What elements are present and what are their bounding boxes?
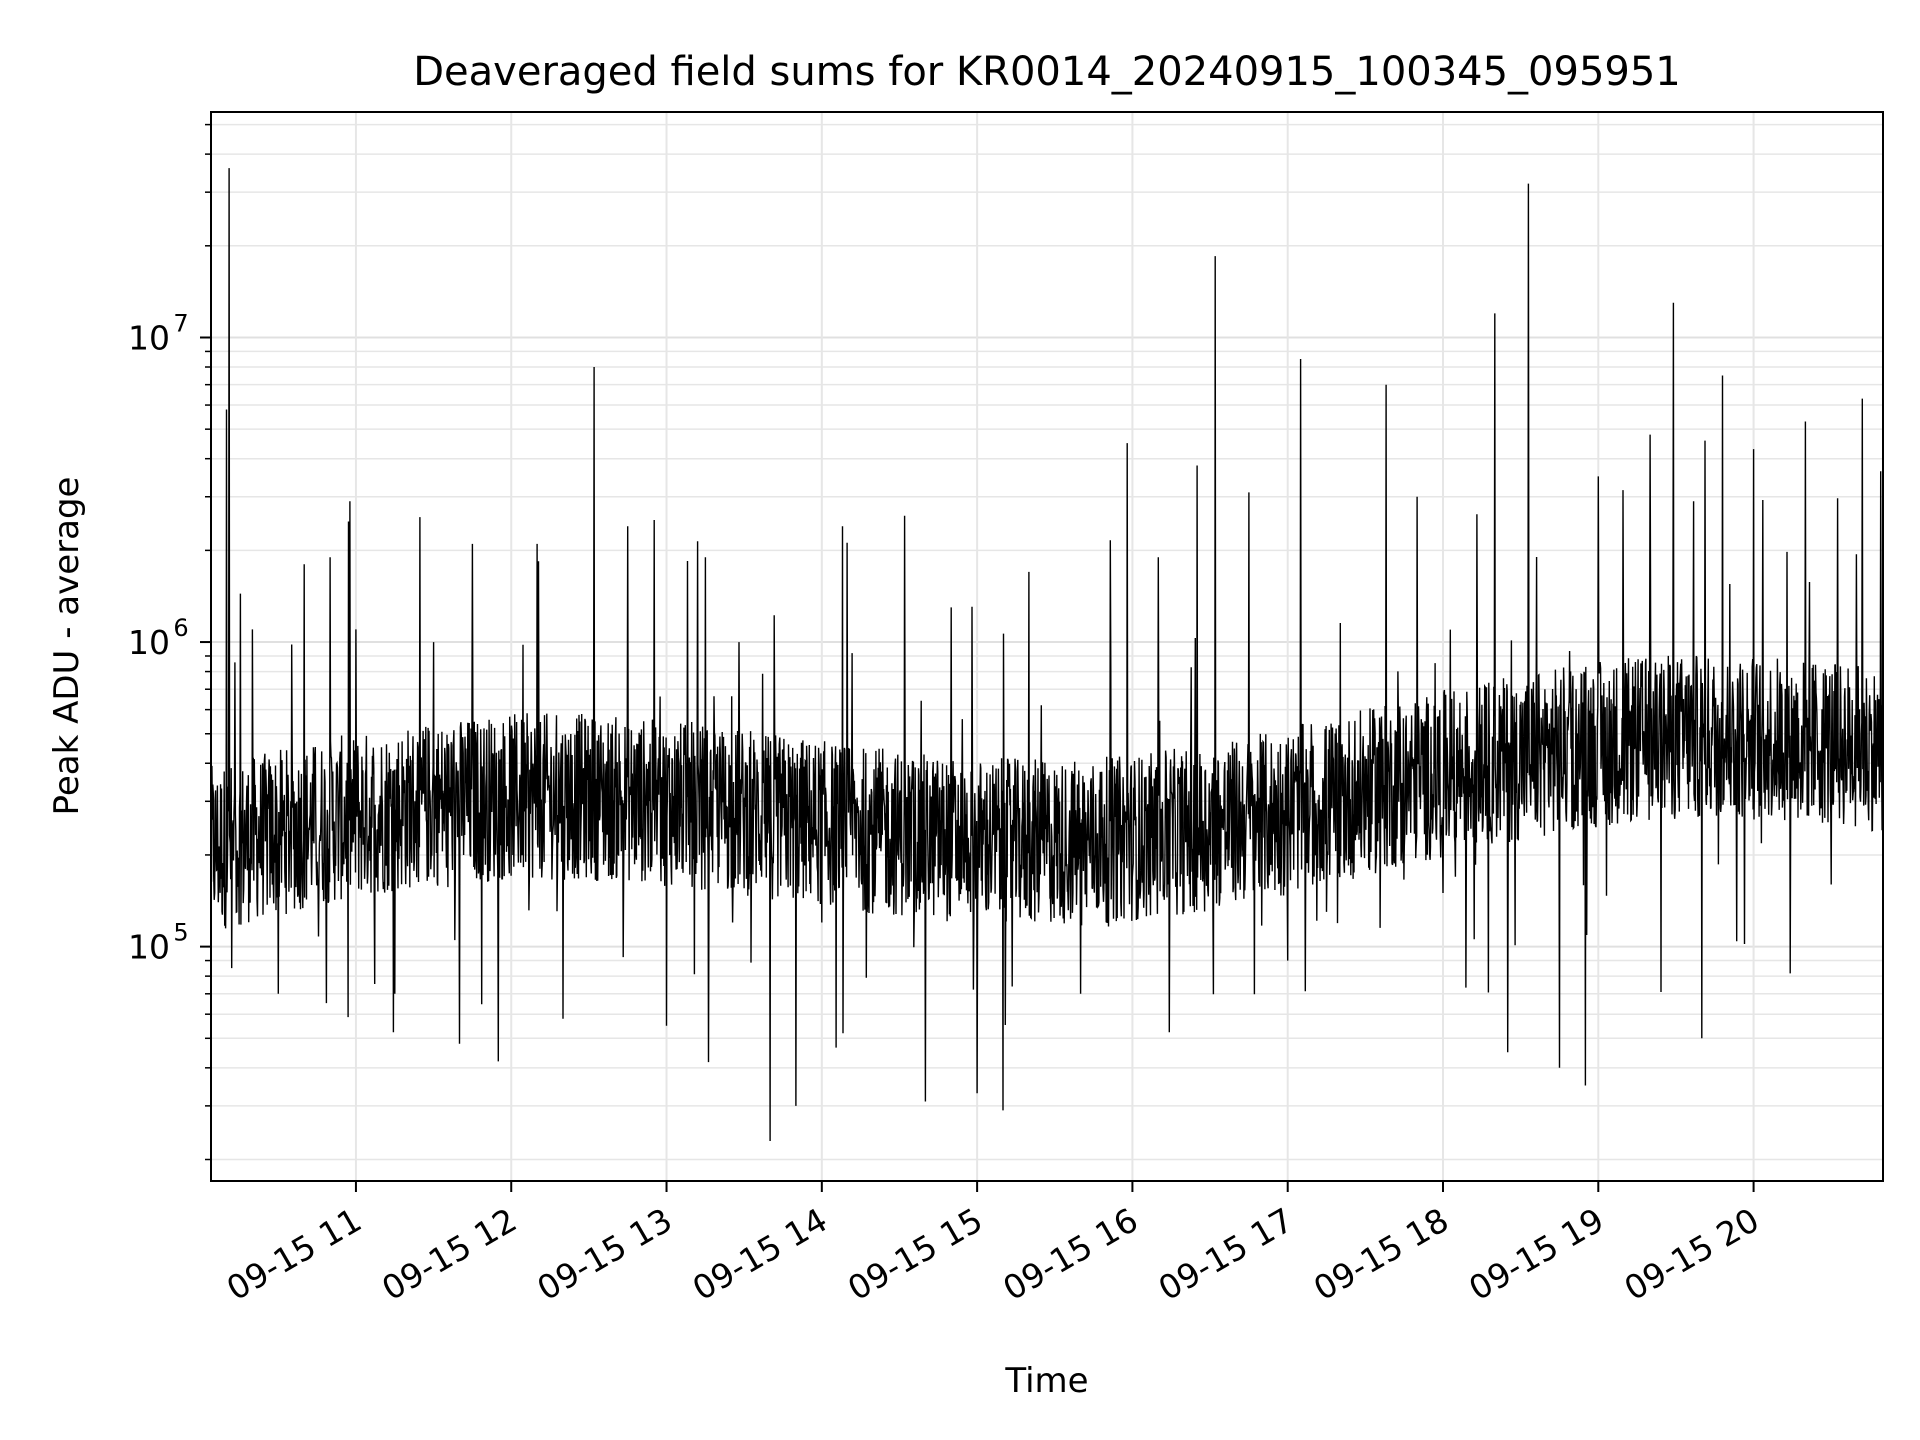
y-tick-exponent: 5 bbox=[173, 919, 188, 947]
x-tick-label: 09-15 11 bbox=[220, 1200, 368, 1308]
x-axis: 09-15 11 09-15 12 09-15 13 09-15 14 09-15 15… bbox=[220, 1181, 1766, 1308]
x-tick-label: 09-15 15 bbox=[841, 1200, 989, 1308]
x-tick-label: 09-15 12 bbox=[375, 1200, 523, 1308]
x-tick-label: 09-15 13 bbox=[531, 1200, 679, 1308]
y-axis-label: Peak ADU - average bbox=[47, 477, 87, 816]
y-tick-exponent: 6 bbox=[173, 614, 188, 642]
y-tick-label: 10 bbox=[128, 318, 170, 357]
x-tick-label: 09-15 18 bbox=[1307, 1200, 1455, 1308]
y-tick-label: 10 bbox=[128, 928, 170, 967]
x-tick-label: 09-15 17 bbox=[1152, 1200, 1300, 1308]
series-line bbox=[210, 168, 1884, 1142]
x-tick-label: 09-15 16 bbox=[996, 1200, 1144, 1308]
y-tick-exponent: 7 bbox=[173, 309, 188, 337]
chart-title: Deaveraged field sums for KR0014_2024091… bbox=[413, 49, 1681, 95]
x-tick-label: 09-15 20 bbox=[1618, 1200, 1766, 1308]
grid bbox=[211, 112, 1883, 1181]
y-tick-label: 10 bbox=[128, 623, 170, 662]
x-tick-label: 09-15 19 bbox=[1462, 1200, 1610, 1308]
x-tick-label: 09-15 14 bbox=[686, 1200, 834, 1308]
plot-frame bbox=[210, 111, 1884, 1182]
x-axis-label: Time bbox=[1004, 1361, 1088, 1401]
